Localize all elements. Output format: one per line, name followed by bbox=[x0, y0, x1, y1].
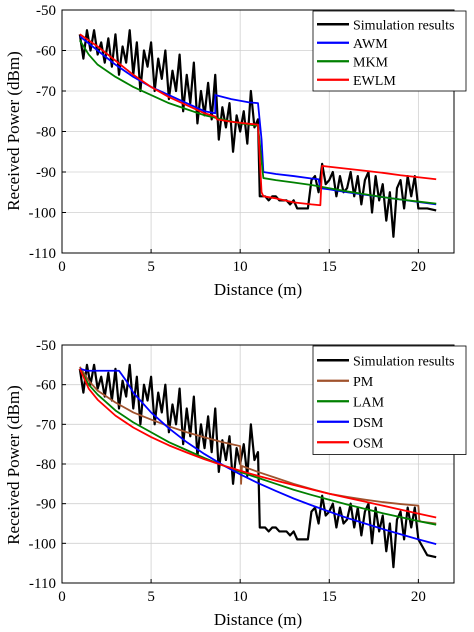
x-tick-label: 5 bbox=[147, 589, 155, 605]
legend-entry: DSM bbox=[353, 416, 384, 431]
legend-entry: Simulation results bbox=[353, 18, 455, 33]
y-tick-label: -100 bbox=[29, 536, 57, 552]
series-line-lam bbox=[79, 368, 437, 526]
legend: Simulation results PM LAM DSM OSM bbox=[312, 345, 467, 455]
series-line-simulation-results bbox=[78, 29, 437, 238]
y-tick-label: -50 bbox=[36, 338, 56, 354]
y-tick-label: -80 bbox=[36, 125, 56, 141]
y-tick-label: -100 bbox=[29, 206, 57, 222]
x-tick-label: 5 bbox=[147, 259, 155, 275]
legend-entry: PM bbox=[353, 375, 374, 390]
series-line-pm bbox=[79, 366, 437, 525]
series-line-dsm bbox=[79, 367, 437, 545]
chart-panel-top: 0 5 10 15 20 -50 -60 -70 -80 -90 -100 -110 Distance … bbox=[4, 3, 467, 299]
x-tick-label: 15 bbox=[322, 589, 337, 605]
chart-panel-bottom: 0 5 10 15 20 -50 -60 -70 -80 -90 -100 -110 Distance … bbox=[4, 338, 467, 629]
x-tick-label: 20 bbox=[411, 259, 426, 275]
x-tick-label: 10 bbox=[233, 259, 248, 275]
plot-frame bbox=[61, 9, 455, 254]
y-tick-label: -110 bbox=[29, 246, 56, 262]
y-tick-label: -60 bbox=[36, 378, 56, 394]
series-group bbox=[78, 363, 437, 569]
series-line-simulation-results bbox=[78, 363, 437, 569]
y-tick-label: -70 bbox=[36, 417, 56, 433]
y-tick-label: -80 bbox=[36, 457, 56, 473]
x-axis-label: Distance (m) bbox=[214, 610, 302, 629]
legend-entry: LAM bbox=[353, 395, 385, 410]
y-tick-label: -70 bbox=[36, 84, 56, 100]
x-axis-label: Distance (m) bbox=[214, 280, 302, 299]
x-tick-label: 15 bbox=[322, 259, 337, 275]
legend-entry: OSM bbox=[353, 436, 384, 451]
legend-entry: AWM bbox=[353, 37, 388, 52]
y-tick-label: -110 bbox=[29, 576, 56, 592]
y-tick-label: -90 bbox=[36, 165, 56, 181]
x-tick-label: 0 bbox=[58, 259, 66, 275]
legend-entry: EWLM bbox=[353, 74, 396, 89]
x-tick-label: 10 bbox=[233, 589, 248, 605]
y-tick-label: -60 bbox=[36, 44, 56, 60]
plot-frame bbox=[61, 344, 455, 584]
y-axis-label: Received Power (dBm) bbox=[4, 385, 23, 545]
y-tick-label: -90 bbox=[36, 497, 56, 513]
legend-entry: MKM bbox=[353, 55, 389, 70]
series-line-osm bbox=[78, 368, 437, 519]
x-tick-label: 20 bbox=[411, 589, 426, 605]
series-group bbox=[78, 29, 437, 238]
legend-entry: Simulation results bbox=[353, 354, 455, 369]
series-line-ewlm bbox=[79, 33, 437, 207]
y-tick-label: -50 bbox=[36, 3, 56, 19]
y-axis-label: Received Power (dBm) bbox=[4, 51, 23, 211]
x-tick-label: 0 bbox=[58, 589, 66, 605]
legend: Simulation results AWM MKM EWLM bbox=[312, 10, 467, 92]
